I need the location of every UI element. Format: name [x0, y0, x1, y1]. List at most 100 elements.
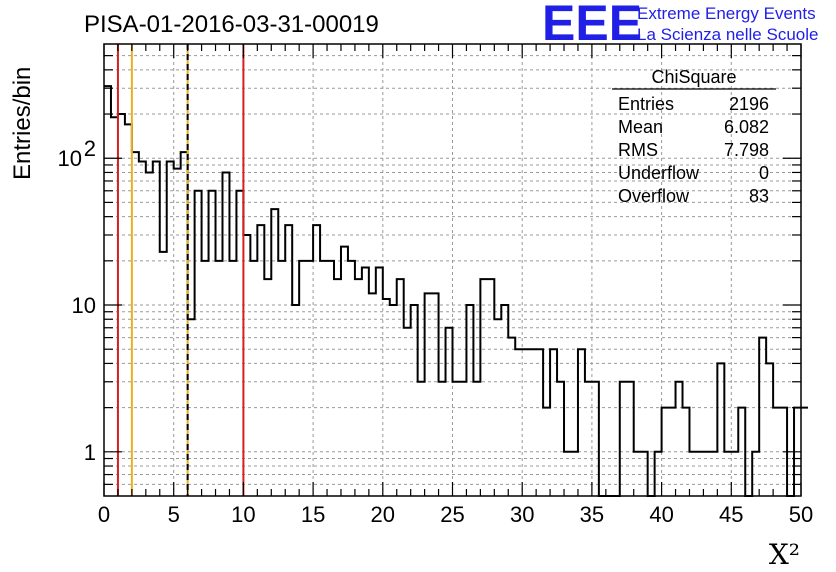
- histogram-outline: [104, 85, 808, 497]
- histogram-bin: [327, 261, 334, 496]
- stats-row-value: 83: [749, 186, 769, 206]
- x-tick-label: 50: [789, 502, 813, 527]
- histogram-bin: [696, 452, 703, 496]
- histogram-bin: [111, 117, 118, 496]
- histogram-bin: [676, 382, 683, 496]
- x-tick-label: 45: [719, 502, 743, 527]
- marker-lines: [116, 44, 245, 496]
- histogram-bin: [250, 261, 257, 496]
- histogram-bars: [104, 85, 808, 497]
- logo-line-2: La Scienza nelle Scuole: [637, 25, 818, 44]
- y-tick-label-exponent: 2: [84, 136, 96, 161]
- histogram-bin: [543, 408, 550, 496]
- histogram-bin: [738, 408, 745, 496]
- histogram-bin: [334, 279, 341, 496]
- histogram-bin: [453, 382, 460, 496]
- x-tick-label: 5: [168, 502, 180, 527]
- histogram-bin: [655, 452, 662, 496]
- histogram-bin: [404, 328, 411, 496]
- histogram-bin: [564, 452, 571, 496]
- histogram-bin: [634, 452, 641, 496]
- histogram-bin: [153, 161, 160, 496]
- histogram-bin: [209, 191, 216, 496]
- x-tick-label: 10: [231, 502, 255, 527]
- x-tick-label: 30: [510, 502, 534, 527]
- histogram-bin: [641, 452, 648, 496]
- logo: EEE Extreme Energy Events La Scienza nel…: [542, 0, 818, 51]
- logo-mark: EEE: [542, 0, 642, 51]
- histogram-bin: [501, 305, 508, 496]
- logo-line-1: Extreme Energy Events: [637, 4, 816, 23]
- stats-row-value: 7.798: [724, 140, 769, 160]
- x-axis: 0 5 10 15 20 25 30 35 40 45 50: [98, 44, 813, 527]
- histogram-bin: [313, 225, 320, 496]
- histogram-bin: [383, 299, 390, 496]
- histogram-bin: [188, 319, 195, 496]
- histogram-bin: [585, 382, 592, 496]
- histogram-bin: [522, 349, 529, 496]
- histogram-bin: [243, 235, 250, 496]
- stats-row-label: Overflow: [618, 186, 690, 206]
- histogram-bin: [160, 252, 167, 496]
- chart-title: PISA-01-2016-03-31-00019: [84, 11, 379, 38]
- x-tick-label: 25: [440, 502, 464, 527]
- histogram-bin: [320, 261, 327, 496]
- histogram-bin: [459, 382, 466, 496]
- y-axis-label: Entries/bin: [9, 67, 36, 180]
- histogram-bin: [662, 408, 669, 496]
- stats-row-label: Entries: [618, 94, 674, 114]
- histogram-bin: [773, 408, 780, 496]
- histogram-bin: [487, 279, 494, 496]
- histogram-bin: [717, 363, 724, 496]
- histogram-bin: [557, 382, 564, 496]
- x-tick-label: 35: [580, 502, 604, 527]
- histogram-bin: [620, 382, 627, 496]
- histogram-bin: [689, 452, 696, 496]
- histogram-bin: [362, 268, 369, 496]
- histogram-bin: [236, 191, 243, 496]
- histogram-bin: [683, 408, 690, 496]
- histogram-bin: [397, 279, 404, 496]
- histogram-bin: [125, 124, 132, 496]
- histogram-bin: [724, 452, 731, 496]
- histogram-bin: [222, 172, 229, 496]
- stats-row-label: Mean: [618, 117, 663, 137]
- y-tick-label: 10: [72, 293, 96, 318]
- x-tick-label: 20: [371, 502, 395, 527]
- histogram-bin: [515, 349, 522, 496]
- histogram-bin: [571, 452, 578, 496]
- histogram-bin: [292, 305, 299, 496]
- histogram-bin: [446, 328, 453, 496]
- histogram-bin: [376, 268, 383, 496]
- grid-lines: [104, 44, 801, 496]
- y-tick-label: 10: [58, 146, 82, 171]
- histogram-bin: [529, 349, 536, 496]
- histogram-bin: [801, 408, 808, 496]
- stats-title: ChiSquare: [651, 67, 736, 87]
- histogram-bin: [264, 279, 271, 496]
- histogram-bin: [766, 363, 773, 496]
- histogram-bin: [271, 209, 278, 496]
- histogram-bin: [669, 408, 676, 496]
- histogram-bin: [348, 261, 355, 496]
- histogram-bin: [257, 225, 264, 496]
- x-tick-label: 40: [649, 502, 673, 527]
- histogram-bin: [703, 452, 710, 496]
- histogram-bin: [341, 247, 348, 496]
- histogram-bin: [306, 261, 313, 496]
- histogram-bin: [759, 338, 766, 496]
- stats-row-value: 2196: [729, 94, 769, 114]
- histogram-bin: [146, 172, 153, 496]
- x-axis-label: X²: [769, 538, 800, 571]
- histogram-bin: [536, 349, 543, 496]
- histogram-bin: [480, 279, 487, 496]
- histogram-bin: [139, 161, 146, 496]
- histogram-bin: [195, 191, 202, 496]
- stats-rows: Entries 2196 Mean 6.082 RMS 7.798 Underflow 0 Ov…: [618, 94, 769, 206]
- stats-row-label: Underflow: [618, 163, 700, 183]
- histogram-bin: [216, 261, 223, 496]
- histogram-bin: [299, 261, 306, 496]
- histogram-bin: [494, 319, 501, 496]
- histogram-bin: [174, 169, 181, 496]
